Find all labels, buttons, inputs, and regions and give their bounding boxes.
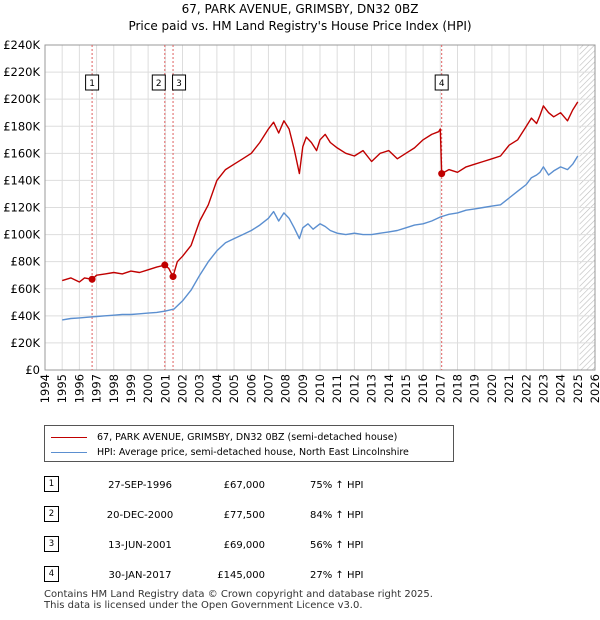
sale-marker-box: [85, 74, 100, 91]
legend-label-hpi: HPI: Average price, semi-detached house,…: [97, 446, 409, 458]
footer-copyright: Contains HM Land Registry data © Crown c…: [44, 589, 433, 600]
sale-marker-label: 1: [89, 79, 95, 89]
y-tick-label: £160K: [3, 146, 40, 160]
series-line-hpi: [62, 155, 579, 321]
sale-marker-box: [151, 74, 166, 91]
x-tick-label: 2011: [330, 374, 344, 403]
x-tick-label: 2008: [279, 374, 293, 403]
x-tick-label: 2005: [227, 374, 241, 403]
sale-point: [169, 273, 177, 281]
x-tick-label: 2022: [519, 374, 533, 403]
footer-attribution: Contains HM Land Registry data © Crown c…: [44, 589, 433, 611]
x-tick-label: 2006: [244, 374, 258, 403]
x-tick-label: 2026: [588, 374, 600, 403]
y-tick-label: £60K: [11, 282, 41, 296]
x-tick-label: 2018: [451, 374, 465, 403]
y-tick-label: £240K: [3, 38, 40, 52]
x-tick-label: 1997: [90, 374, 104, 403]
x-tick-label: 2003: [193, 374, 207, 403]
x-tick-label: 2014: [382, 374, 396, 403]
y-tick-label: £180K: [3, 119, 40, 133]
footer-license: This data is licensed under the Open Gov…: [44, 600, 363, 611]
transaction-date: 30-JAN-2017: [108, 570, 172, 581]
y-tick-label: £100K: [3, 228, 40, 242]
sale-marker-label: 4: [439, 79, 445, 89]
y-tick-label: £0: [25, 363, 40, 377]
x-tick-label: 2013: [365, 374, 379, 403]
x-tick-label: 1998: [107, 374, 121, 403]
price-chart: 67, PARK AVENUE, GRIMSBY, DN32 0BZ Price…: [3, 2, 600, 403]
transaction-number-badge: 3: [44, 536, 59, 552]
x-tick-label: 2002: [176, 374, 190, 403]
y-tick-label: £80K: [11, 255, 41, 269]
x-tick-label: 2023: [536, 374, 550, 403]
transaction-price: £69,000: [223, 540, 265, 551]
sale-marker-label: 3: [176, 79, 182, 89]
x-tick-label: 2017: [433, 374, 447, 403]
x-tick-label: 2012: [347, 374, 361, 403]
transaction-hpi-change: 27% ↑ HPI: [310, 570, 364, 581]
x-tick-label: 2021: [502, 374, 516, 403]
x-tick-label: 2010: [313, 374, 327, 403]
x-tick-label: 1999: [124, 374, 138, 403]
transaction-hpi-change: 84% ↑ HPI: [310, 510, 364, 521]
x-tick-label: 2020: [485, 374, 499, 403]
sale-point: [438, 170, 446, 178]
chart-title-line2: Price paid vs. HM Land Registry's House …: [128, 19, 471, 33]
legend-item-hpi: HPI: Average price, semi-detached house,…: [51, 445, 409, 459]
chart-legend: 67, PARK AVENUE, GRIMSBY, DN32 0BZ (semi…: [44, 425, 454, 462]
x-tick-label: 2007: [261, 374, 275, 403]
legend-label-price-paid: 67, PARK AVENUE, GRIMSBY, DN32 0BZ (semi…: [97, 431, 398, 443]
transaction-hpi-change: 56% ↑ HPI: [310, 540, 364, 551]
transaction-date: 27-SEP-1996: [108, 480, 172, 491]
transaction-price: £145,000: [217, 570, 265, 581]
x-tick-label: 2004: [210, 374, 224, 403]
transaction-price: £67,000: [223, 480, 265, 491]
x-tick-label: 2015: [399, 374, 413, 403]
legend-swatch-price-paid: [51, 436, 87, 438]
y-tick-label: £40K: [11, 309, 41, 323]
sale-point: [161, 261, 169, 269]
transaction-price: £77,500: [223, 510, 265, 521]
transaction-date: 13-JUN-2001: [108, 540, 172, 551]
y-tick-label: £140K: [3, 173, 40, 187]
legend-swatch-hpi: [51, 451, 87, 453]
transaction-date: 20-DEC-2000: [106, 510, 174, 521]
chart-title-line1: 67, PARK AVENUE, GRIMSBY, DN32 0BZ: [182, 2, 419, 16]
sale-point: [88, 275, 96, 283]
table-row: 2 20-DEC-2000 £77,500 84% ↑ HPI: [0, 506, 600, 526]
sale-marker-label: 2: [156, 79, 162, 89]
transaction-hpi-change: 75% ↑ HPI: [310, 480, 364, 491]
x-tick-label: 1995: [55, 374, 69, 403]
transaction-number-badge: 4: [44, 566, 59, 582]
series-group: [61, 101, 579, 321]
legend-item-price-paid: 67, PARK AVENUE, GRIMSBY, DN32 0BZ (semi…: [51, 430, 397, 444]
table-row: 3 13-JUN-2001 £69,000 56% ↑ HPI: [0, 536, 600, 556]
x-tick-label: 2016: [416, 374, 430, 403]
y-tick-label: £220K: [3, 65, 40, 79]
transaction-number-badge: 2: [44, 506, 59, 522]
x-tick-label: 1994: [38, 374, 52, 403]
y-tick-label: £200K: [3, 92, 40, 106]
sale-marker-box: [434, 74, 449, 91]
y-tick-label: £20K: [11, 336, 41, 350]
table-row: 1 27-SEP-1996 £67,000 75% ↑ HPI: [0, 476, 600, 496]
x-tick-label: 2019: [468, 374, 482, 403]
transaction-number-badge: 1: [44, 476, 59, 492]
sale-marker-box: [172, 74, 187, 91]
x-tick-label: 2000: [141, 374, 155, 403]
x-tick-label: 2025: [571, 374, 585, 403]
plot-frame: [44, 44, 596, 371]
x-tick-label: 2001: [158, 374, 172, 403]
x-tick-label: 1996: [72, 374, 86, 403]
x-tick-label: 2009: [296, 374, 310, 403]
table-row: 4 30-JAN-2017 £145,000 27% ↑ HPI: [0, 566, 600, 586]
x-tick-label: 2024: [554, 374, 568, 403]
y-tick-label: £120K: [3, 201, 40, 215]
series-line-price-paid: [61, 101, 579, 283]
